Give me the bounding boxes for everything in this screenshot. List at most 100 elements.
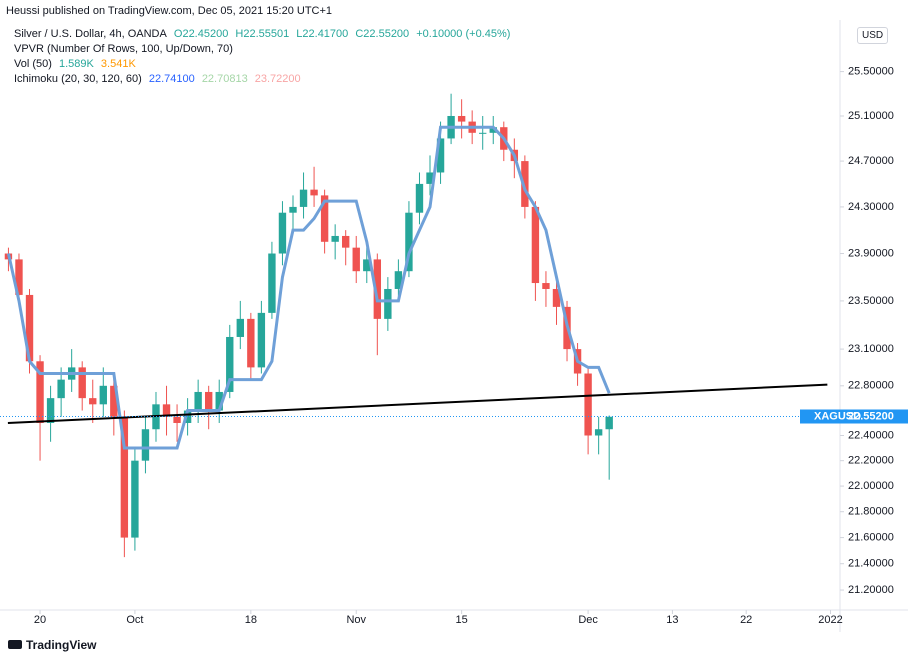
- trendline: [7, 383, 828, 424]
- ohlc-value: C22.55200: [355, 28, 410, 40]
- candle-body: [236, 318, 244, 337]
- y-tick-label: 23.90000: [848, 247, 894, 259]
- symbol-title: Silver / U.S. Dollar, 4h, OANDA: [14, 28, 167, 40]
- candle-body: [479, 132, 487, 134]
- last-price-symbol: XAGUSD: [814, 410, 861, 422]
- candle-body: [89, 398, 97, 405]
- candle-body: [584, 373, 592, 436]
- x-tick-label: 20: [34, 614, 46, 626]
- y-tick-label: 22.40000: [848, 429, 894, 441]
- ichimoku-reading: 22.70813: [201, 73, 248, 85]
- candle-body: [162, 404, 171, 417]
- y-tick-label: 21.80000: [848, 506, 894, 518]
- candle-body: [204, 391, 213, 411]
- x-tick-label: 2022: [818, 614, 842, 626]
- candle-body: [457, 115, 466, 122]
- ohlc-value: H22.55501: [235, 28, 290, 40]
- candle-body: [521, 161, 529, 207]
- candle-body: [605, 416, 613, 430]
- candle-body: [542, 283, 550, 289]
- candle-body: [120, 416, 129, 538]
- ohlc-change: +0.10000 (+0.45%): [416, 28, 511, 40]
- volume-name: Vol (50): [14, 58, 52, 70]
- y-tick-label: 22.20000: [848, 455, 894, 467]
- x-tick-label: 15: [456, 614, 468, 626]
- candle-body: [99, 385, 107, 405]
- ohlc-value: O22.45200: [173, 28, 229, 40]
- y-tick-label: 22.80000: [848, 380, 894, 392]
- candle-body: [141, 429, 150, 461]
- candle-body: [489, 127, 497, 133]
- candle-body: [25, 294, 34, 362]
- ichimoku-line: [6, 125, 611, 450]
- candle-body: [552, 288, 561, 307]
- candle-body: [342, 235, 350, 248]
- candle-body: [15, 259, 23, 295]
- x-tick-label: Dec: [578, 614, 598, 626]
- x-tick-label: 22: [740, 614, 752, 626]
- ohlc-value: L22.41700: [296, 28, 349, 40]
- y-tick-label: 21.40000: [848, 558, 894, 570]
- y-tick-label: 25.50000: [848, 66, 894, 78]
- y-tick-label: 25.10000: [848, 110, 894, 122]
- candle-body: [131, 460, 139, 538]
- plot-area: [0, 93, 840, 558]
- candle-body: [215, 391, 223, 411]
- ichimoku-reading: 22.74100: [148, 73, 195, 85]
- candle-body: [173, 416, 181, 423]
- candle-body: [78, 367, 86, 399]
- candle-body: [594, 429, 603, 436]
- x-tick-label: 18: [245, 614, 257, 626]
- candle-body: [310, 189, 318, 196]
- candle-body: [531, 206, 540, 284]
- candle-body: [247, 318, 255, 368]
- candle-body: [405, 212, 413, 272]
- candle-body: [194, 391, 202, 411]
- candle-body: [426, 172, 434, 184]
- candle-body: [320, 195, 329, 242]
- y-tick-label: 24.70000: [848, 155, 894, 167]
- candle-body: [226, 336, 234, 392]
- y-tick-label: 23.10000: [848, 343, 894, 355]
- last-price-tag: [800, 409, 908, 424]
- y-tick-label: 21.60000: [848, 531, 894, 543]
- candle-body: [268, 253, 276, 313]
- candle-body: [110, 385, 118, 417]
- brand-logo: [8, 640, 22, 649]
- y-tick-label: 22.00000: [848, 480, 894, 492]
- volume-legend: Vol (50) 1.589K 3.541K: [14, 58, 140, 70]
- candle-body: [331, 235, 339, 242]
- candle-body: [289, 206, 297, 213]
- y-tick-label: 21.20000: [848, 584, 894, 596]
- candle-body: [46, 398, 55, 423]
- volume-reading: 3.541K: [100, 58, 136, 70]
- candle-body: [436, 138, 445, 173]
- candle-body: [384, 288, 392, 319]
- candle-body: [373, 259, 382, 319]
- vpvr-name: VPVR (Number Of Rows, 100, Up/Down, 70): [14, 43, 233, 55]
- candle-body: [363, 259, 371, 272]
- candle-body: [394, 271, 403, 289]
- candle-body: [415, 183, 424, 213]
- candle-body: [257, 312, 266, 368]
- volume-reading: 1.589K: [58, 58, 94, 70]
- last-price-label: 22.55200: [848, 410, 894, 422]
- x-tick-label: Oct: [126, 614, 143, 626]
- candle-body: [278, 212, 287, 254]
- y-tick-label: 24.30000: [848, 201, 894, 213]
- ichimoku-reading: 23.72200: [254, 73, 301, 85]
- x-tick-label: Nov: [346, 614, 366, 626]
- vpvr-legend: VPVR (Number Of Rows, 100, Up/Down, 70): [14, 43, 237, 55]
- ichimoku-name: Ichimoku (20, 30, 120, 60): [14, 73, 142, 85]
- candle-body: [183, 410, 192, 423]
- ichimoku-legend: Ichimoku (20, 30, 120, 60) 22.74100 22.7…: [14, 73, 305, 85]
- currency-button[interactable]: USD: [857, 27, 889, 44]
- y-tick-label: 23.50000: [848, 295, 894, 307]
- candle-body: [352, 247, 360, 272]
- candle-body: [299, 189, 308, 207]
- publisher-line: Heussi published on TradingView.com, Dec…: [6, 5, 333, 17]
- x-tick-label: 13: [666, 614, 678, 626]
- candle-body: [57, 379, 65, 399]
